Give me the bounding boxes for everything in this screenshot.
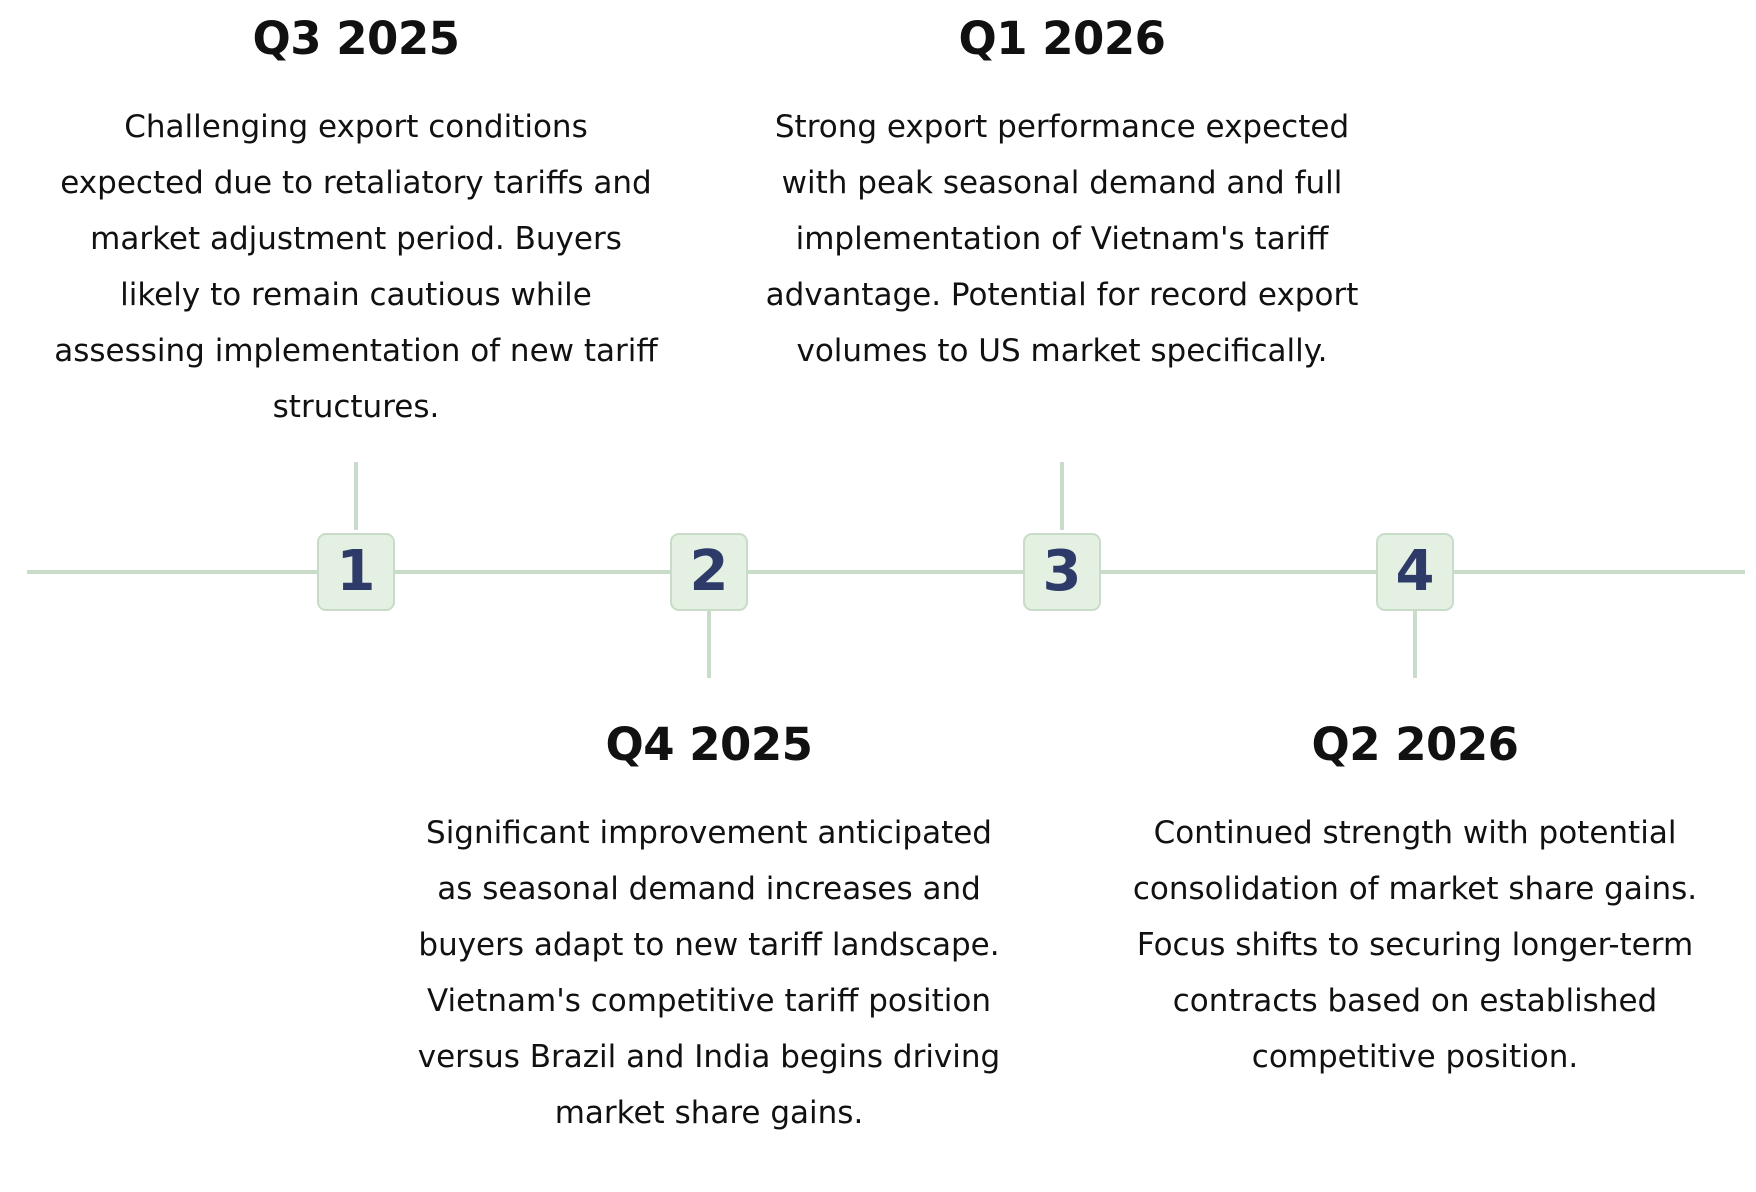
timeline-axis-line (27, 570, 1745, 574)
milestone-title: Q1 2026 (958, 12, 1166, 65)
milestone-marker-3: 3 (1023, 533, 1101, 611)
milestone-title: Q4 2025 (605, 718, 813, 771)
milestone-title: Q3 2025 (252, 12, 460, 65)
connector-3 (1060, 462, 1064, 530)
milestone-title: Q2 2026 (1311, 718, 1519, 771)
milestone-4: Q2 2026 Continued strength with potentia… (1095, 722, 1735, 1085)
connector-2 (707, 610, 711, 678)
milestone-marker-1: 1 (317, 533, 395, 611)
milestone-marker-2: 2 (670, 533, 748, 611)
milestone-description: Strong export performance expected with … (765, 109, 1359, 369)
milestone-1: Q3 2025 Challenging export conditions ex… (36, 16, 676, 435)
milestone-description: Continued strength with potential consol… (1132, 815, 1698, 1075)
milestone-description: Significant improvement anticipated as s… (417, 815, 1001, 1131)
milestone-description: Challenging export conditions expected d… (54, 109, 658, 425)
milestone-3: Q1 2026 Strong export performance expect… (742, 16, 1382, 379)
milestone-marker-4: 4 (1376, 533, 1454, 611)
milestone-2: Q4 2025 Significant improvement anticipa… (389, 722, 1029, 1141)
connector-1 (354, 462, 358, 530)
connector-4 (1413, 610, 1417, 678)
